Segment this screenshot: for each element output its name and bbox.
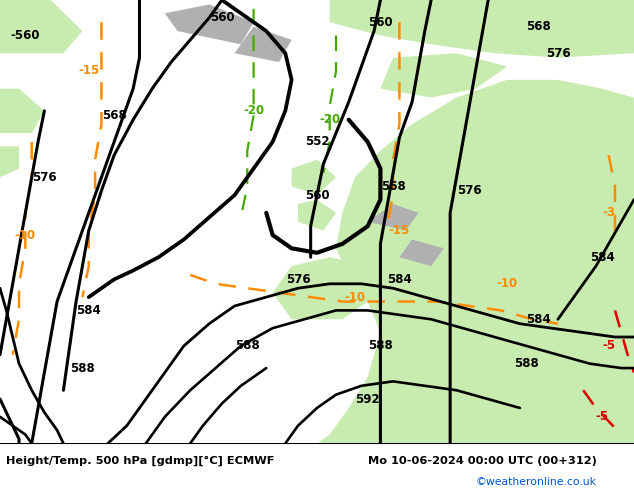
Polygon shape <box>298 199 336 231</box>
Text: -10: -10 <box>15 228 36 242</box>
Text: -20: -20 <box>243 104 264 118</box>
Polygon shape <box>292 160 336 195</box>
Polygon shape <box>330 0 634 58</box>
Text: 576: 576 <box>546 47 570 60</box>
Polygon shape <box>615 124 634 186</box>
Text: 588: 588 <box>70 362 95 374</box>
Polygon shape <box>235 26 292 62</box>
Text: 568: 568 <box>526 20 552 33</box>
Text: -20: -20 <box>319 113 340 126</box>
Text: 568: 568 <box>101 109 127 122</box>
Polygon shape <box>165 4 254 44</box>
Polygon shape <box>399 240 444 266</box>
Text: -3: -3 <box>602 206 615 220</box>
Text: -15: -15 <box>78 65 100 77</box>
Polygon shape <box>368 204 418 231</box>
Text: 584: 584 <box>526 313 552 326</box>
Text: -5: -5 <box>596 410 609 423</box>
Polygon shape <box>0 89 44 133</box>
Text: 576: 576 <box>457 184 481 197</box>
Text: ©weatheronline.co.uk: ©weatheronline.co.uk <box>476 477 597 487</box>
Text: 588: 588 <box>514 357 539 370</box>
Text: 584: 584 <box>387 273 412 286</box>
Text: 568: 568 <box>380 180 406 193</box>
Text: -560: -560 <box>11 29 40 42</box>
Text: 552: 552 <box>305 135 329 148</box>
Text: 576: 576 <box>286 273 310 286</box>
Text: Mo 10-06-2024 00:00 UTC (00+312): Mo 10-06-2024 00:00 UTC (00+312) <box>368 456 597 466</box>
Text: 560: 560 <box>368 16 392 29</box>
Text: 584: 584 <box>76 304 101 317</box>
Text: 588: 588 <box>368 340 393 352</box>
Text: Height/Temp. 500 hPa [gdmp][°C] ECMWF: Height/Temp. 500 hPa [gdmp][°C] ECMWF <box>6 456 275 466</box>
Polygon shape <box>0 147 19 177</box>
Text: 560: 560 <box>305 189 329 201</box>
Text: -15: -15 <box>389 224 410 237</box>
Text: 592: 592 <box>356 392 380 406</box>
Text: 560: 560 <box>210 11 234 24</box>
Polygon shape <box>273 257 368 319</box>
Polygon shape <box>317 80 634 443</box>
Text: 584: 584 <box>590 251 615 264</box>
Text: -5: -5 <box>602 340 615 352</box>
Text: -10: -10 <box>496 277 518 290</box>
Text: 576: 576 <box>32 171 56 184</box>
Polygon shape <box>0 0 82 53</box>
Text: 588: 588 <box>235 340 260 352</box>
Polygon shape <box>380 53 507 98</box>
Text: -10: -10 <box>344 291 366 304</box>
